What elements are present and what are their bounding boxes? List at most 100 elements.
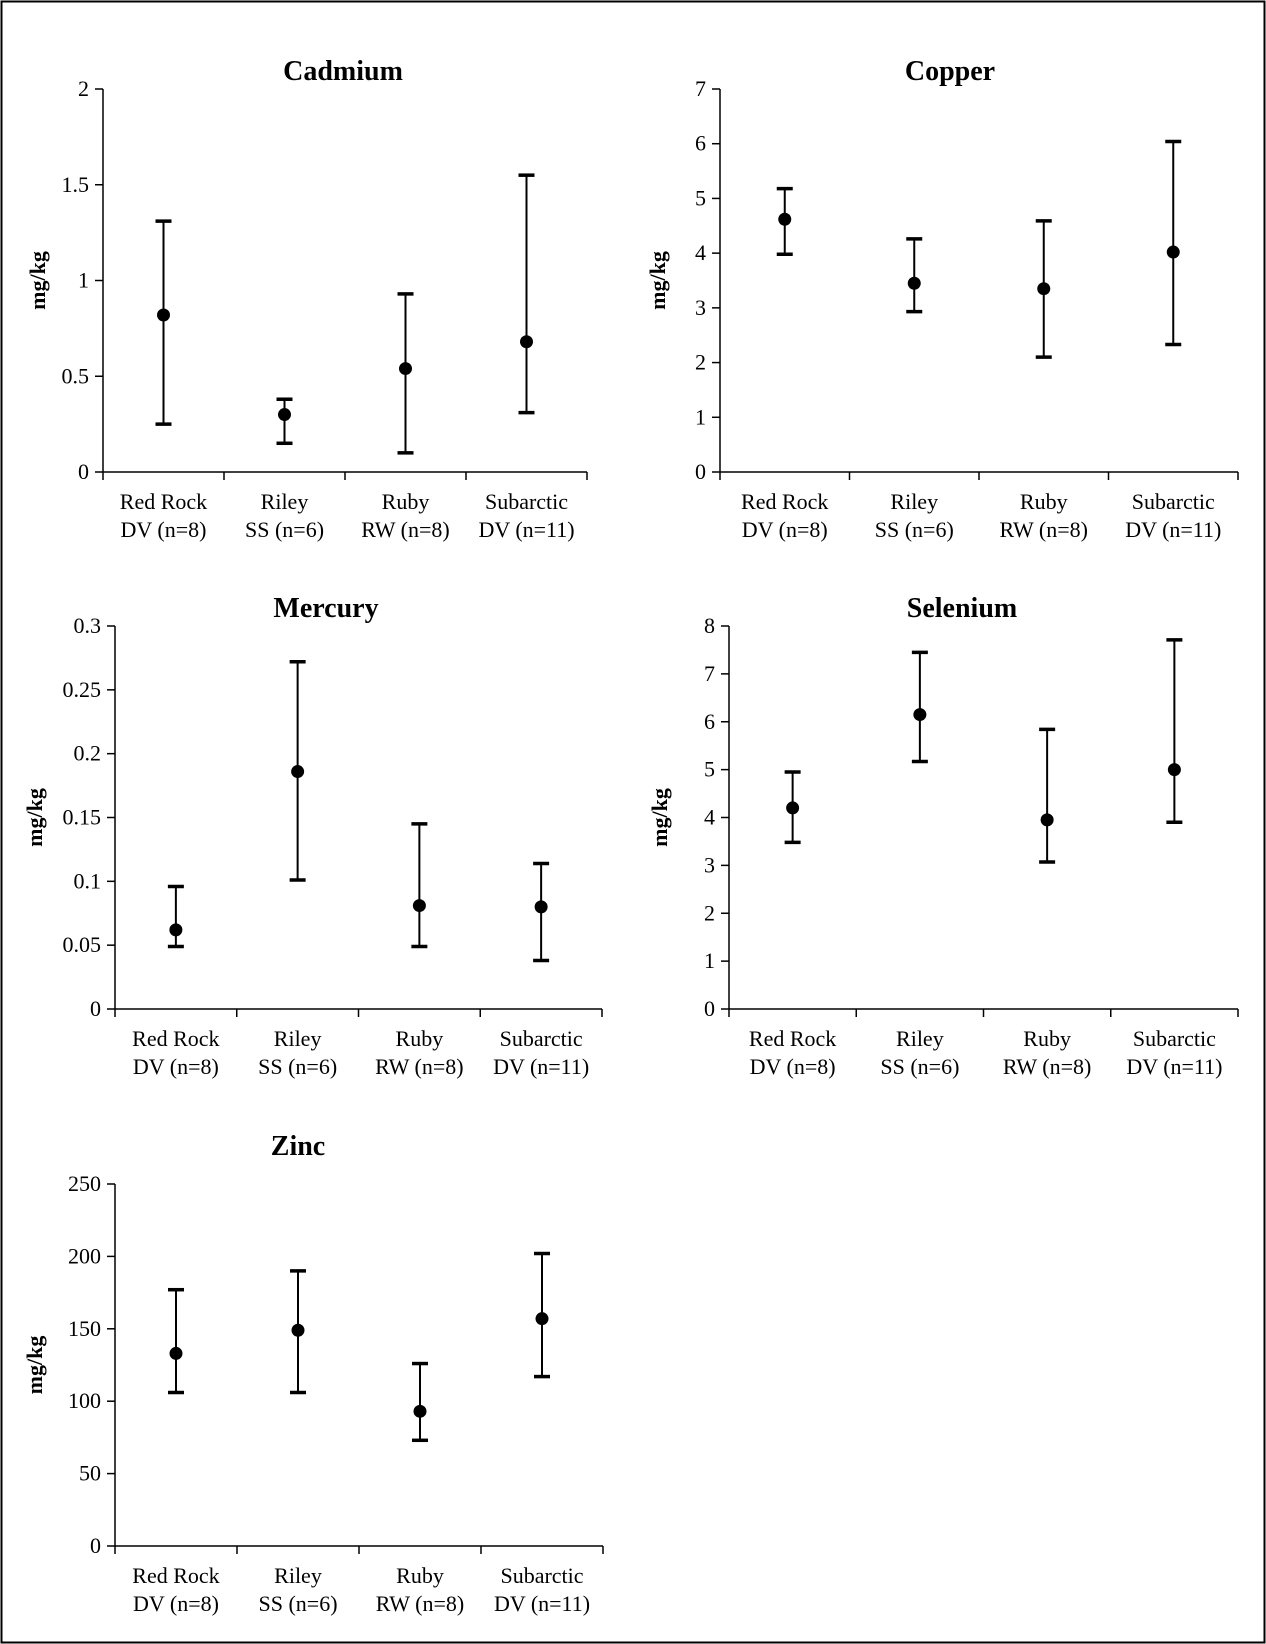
y-tick-label: 3 xyxy=(704,852,715,877)
x-category-label: RW (n=8) xyxy=(1000,517,1088,542)
y-tick-label: 6 xyxy=(704,709,715,734)
x-category-label: Riley xyxy=(274,1026,322,1051)
x-category-label: Subarctic xyxy=(500,1026,583,1051)
y-tick-label: 0 xyxy=(90,1533,101,1558)
y-tick-label: 5 xyxy=(704,757,715,782)
y-tick-label: 0.5 xyxy=(62,363,90,388)
data-point xyxy=(413,1404,427,1418)
y-tick-label: 0 xyxy=(695,459,706,484)
data-point xyxy=(535,1312,549,1326)
y-tick-label: 2 xyxy=(695,350,706,375)
y-tick-label: 0 xyxy=(90,996,101,1021)
y-tick-label: 0.15 xyxy=(63,805,102,830)
panel-title: Selenium xyxy=(907,593,1017,624)
y-tick-label: 50 xyxy=(79,1461,101,1486)
x-category-label: RW (n=8) xyxy=(375,1054,463,1079)
x-category-label: DV (n=11) xyxy=(1125,517,1221,542)
x-category-label: Red Rock xyxy=(749,1026,836,1051)
x-category-label: Ruby xyxy=(396,1563,444,1588)
y-tick-label: 1.5 xyxy=(62,172,90,197)
data-point xyxy=(169,923,183,937)
data-point xyxy=(1167,763,1181,777)
x-category-label: Red Rock xyxy=(132,1026,219,1051)
x-category-label: DV (n=8) xyxy=(121,517,207,542)
x-category-label: Red Rock xyxy=(120,489,207,514)
y-tick-label: 150 xyxy=(68,1316,101,1341)
x-category-label: RW (n=8) xyxy=(376,1591,464,1616)
y-axis-title: mg/kg xyxy=(22,788,47,847)
panel-title: Zinc xyxy=(271,1131,325,1162)
x-category-label: Riley xyxy=(274,1563,322,1588)
x-category-label: SS (n=6) xyxy=(880,1054,959,1079)
x-category-label: Riley xyxy=(261,489,309,514)
x-category-label: DV (n=11) xyxy=(478,517,574,542)
x-category-label: DV (n=11) xyxy=(494,1591,590,1616)
data-point xyxy=(399,362,412,376)
y-tick-label: 1 xyxy=(78,268,89,293)
panel-zinc: Zinc mg/kg 0 50 100 150 200 250 Red Rock DV (n=8)… xyxy=(22,1131,604,1616)
y-tick-label: 3 xyxy=(695,295,706,320)
panel-title: Cadmium xyxy=(283,56,403,87)
x-category-label: RW (n=8) xyxy=(361,517,449,542)
x-category-label: Red Rock xyxy=(132,1563,219,1588)
x-category-label: DV (n=8) xyxy=(133,1591,219,1616)
data-point xyxy=(278,408,291,422)
y-tick-label: 1 xyxy=(695,404,706,429)
y-tick-label: 1 xyxy=(704,948,715,973)
y-tick-label: 0.2 xyxy=(74,741,102,766)
x-category-label: Ruby xyxy=(1023,1026,1071,1051)
x-category-label: DV (n=8) xyxy=(742,517,828,542)
y-axis-title: mg/kg xyxy=(22,1336,47,1395)
x-category-label: DV (n=8) xyxy=(750,1054,836,1079)
data-point xyxy=(1037,282,1051,296)
data-point xyxy=(534,900,548,914)
panel-copper: Copper mg/kg 0 1 2 3 4 5 6 7 Red Rock DV (n=8) Riley… xyxy=(645,56,1239,542)
x-category-label: SS (n=6) xyxy=(875,517,954,542)
y-tick-label: 100 xyxy=(68,1388,101,1413)
y-tick-label: 7 xyxy=(695,76,706,101)
y-axis-title: mg/kg xyxy=(645,251,670,310)
data-point xyxy=(412,899,426,913)
data-point xyxy=(169,1346,183,1360)
x-category-label: RW (n=8) xyxy=(1003,1054,1091,1079)
data-point xyxy=(291,1323,305,1337)
y-tick-label: 4 xyxy=(695,240,706,265)
x-category-label: Ruby xyxy=(1020,489,1068,514)
y-tick-label: 0.3 xyxy=(74,613,102,638)
panel-mercury: Mercury mg/kg 0 0.05 0.1 0.15 0.2 0.25 0.3 Red Ro… xyxy=(22,593,603,1079)
x-category-label: SS (n=6) xyxy=(258,1054,337,1079)
data-point xyxy=(291,765,305,779)
panel-cadmium: Cadmium mg/kg 0 0.5 1 1.5 2 Red Rock DV (n=8) Ril… xyxy=(25,56,588,542)
x-category-label: Subarctic xyxy=(500,1563,583,1588)
y-tick-label: 0.1 xyxy=(74,868,102,893)
x-category-label: Riley xyxy=(890,489,938,514)
panel-title: Copper xyxy=(905,56,995,87)
y-axis-title: mg/kg xyxy=(25,251,50,310)
x-category-label: SS (n=6) xyxy=(258,1591,337,1616)
data-point xyxy=(913,708,927,722)
y-axis-title: mg/kg xyxy=(647,788,672,847)
x-category-label: Ruby xyxy=(382,489,430,514)
data-point xyxy=(786,801,800,815)
y-tick-label: 0 xyxy=(704,996,715,1021)
y-tick-label: 6 xyxy=(695,131,706,156)
y-tick-label: 7 xyxy=(704,661,715,686)
data-point xyxy=(907,276,921,290)
x-category-label: Red Rock xyxy=(741,489,828,514)
x-category-label: Riley xyxy=(896,1026,944,1051)
data-point xyxy=(157,308,170,322)
x-category-label: Subarctic xyxy=(1132,489,1215,514)
data-point xyxy=(778,212,792,226)
y-tick-label: 0 xyxy=(78,459,89,484)
y-tick-label: 0.25 xyxy=(63,677,102,702)
y-tick-label: 0.05 xyxy=(63,932,102,957)
data-point xyxy=(1166,245,1180,259)
x-category-label: Subarctic xyxy=(485,489,568,514)
panel-title: Mercury xyxy=(273,593,378,624)
x-category-label: SS (n=6) xyxy=(245,517,324,542)
y-tick-label: 2 xyxy=(704,900,715,925)
x-category-label: Ruby xyxy=(396,1026,444,1051)
y-tick-label: 250 xyxy=(68,1171,101,1196)
